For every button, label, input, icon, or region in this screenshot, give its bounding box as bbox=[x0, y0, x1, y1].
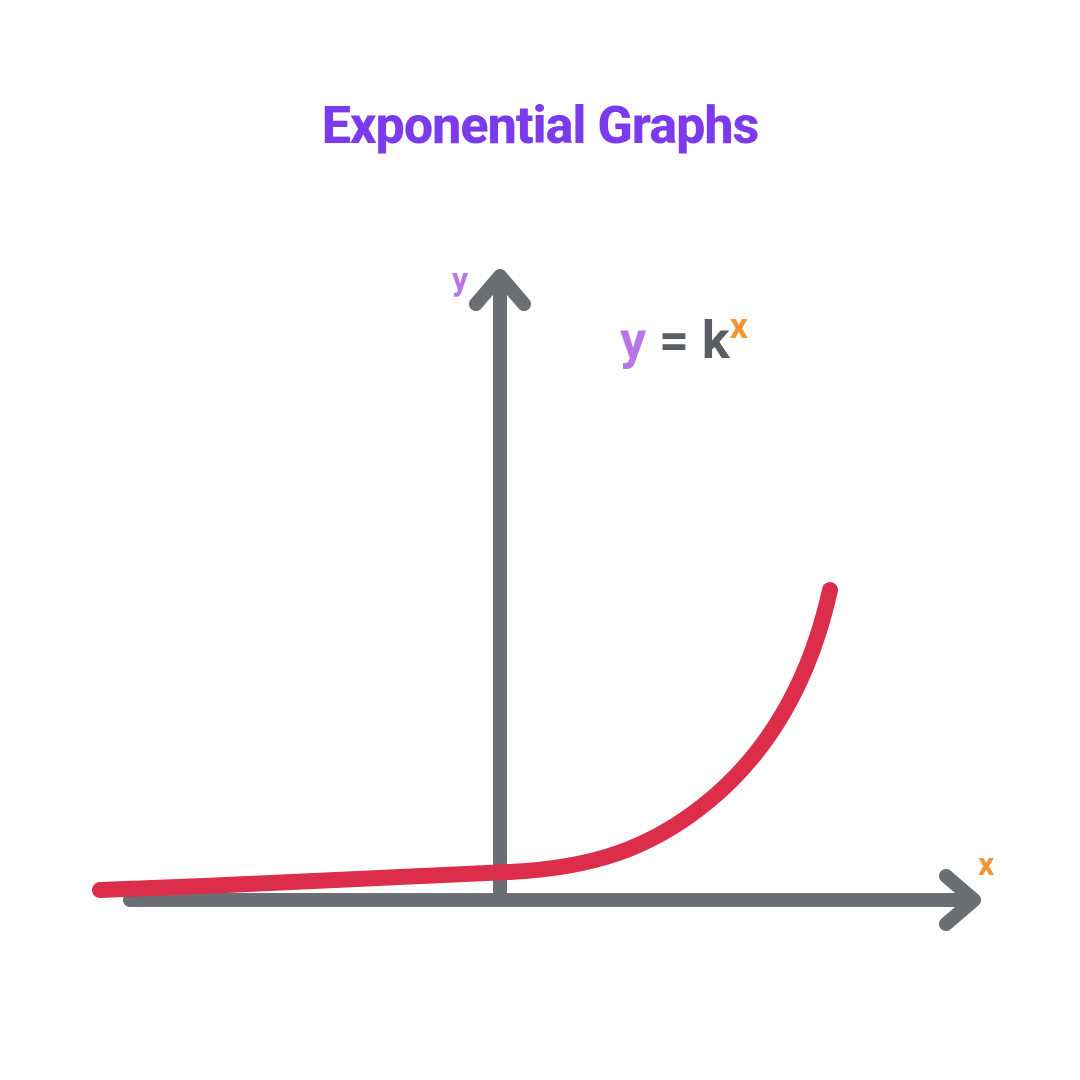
y-axis-label: y bbox=[452, 260, 468, 298]
page-title: Exponential Graphs bbox=[0, 95, 1080, 156]
exponential-curve bbox=[100, 590, 830, 890]
x-axis-label: x bbox=[978, 845, 994, 883]
equation-y: y bbox=[620, 310, 646, 371]
equation-equals: = bbox=[646, 310, 702, 371]
equation-k: k bbox=[702, 310, 730, 371]
chart-svg bbox=[90, 260, 990, 940]
equation-x-exponent: x bbox=[730, 305, 748, 347]
equation: y = kx bbox=[620, 310, 748, 371]
chart-area: y x y = kx bbox=[90, 260, 990, 940]
